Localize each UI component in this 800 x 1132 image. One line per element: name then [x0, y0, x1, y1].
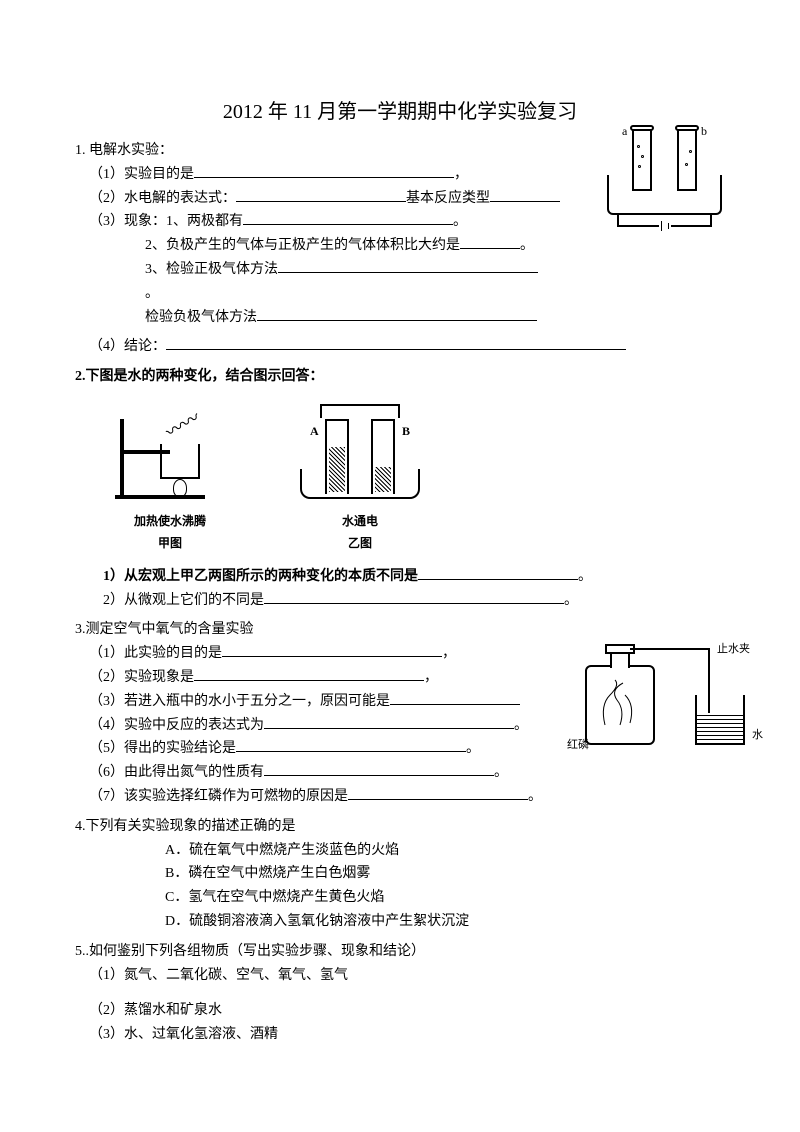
blank[interactable] [236, 751, 466, 752]
q5-l2: （2）蒸馏水和矿泉水 [75, 999, 725, 1023]
q1-line5: 3、检验正极气体方法 [75, 258, 725, 282]
q1-line4: 2、负极产生的气体与正极产生的气体体积比大约是 。 [75, 234, 725, 258]
q4-opt-b[interactable]: B．磷在空气中燃烧产生白色烟雾 [75, 862, 725, 886]
q4-opt-a[interactable]: A．硫在氧气中燃烧产生淡蓝色的火焰 [75, 839, 725, 863]
text: 3、检验正极气体方法 [145, 262, 278, 277]
label-b: B [402, 421, 410, 441]
label-a: A [310, 421, 319, 441]
figure-electrolysis-small: a b [597, 125, 732, 215]
text: （7）该实验选择红磷作为可燃物的原因是 [89, 789, 348, 804]
q2-line1: 1）从宏观上甲乙两图所示的两种变化的本质不同是 。 [75, 565, 725, 589]
blank[interactable] [264, 603, 564, 604]
q2-head: 2.下图是水的两种变化，结合图示回答： [75, 365, 725, 389]
text: ， [442, 646, 456, 661]
q5-head: 5..如何鉴别下列各组物质（写出实验步骤、现象和结论） [75, 940, 725, 964]
blank[interactable] [257, 320, 537, 321]
text: 。 [453, 214, 467, 229]
blank[interactable] [194, 680, 424, 681]
blank[interactable] [222, 656, 442, 657]
page-title: 2012 年 11 月第一学期期中化学实验复习 [75, 95, 725, 129]
caption: 乙图 [285, 533, 435, 553]
blank[interactable] [166, 349, 626, 350]
q1-line7: 检验负极气体方法 [75, 306, 725, 330]
blank[interactable] [264, 728, 514, 729]
text: 2、负极产生的气体与正极产生的气体体积比大约是 [145, 238, 460, 253]
text: （3）若进入瓶中的水小于五分之一，原因可能是 [89, 694, 390, 709]
text: （1）实验目的是 [89, 167, 194, 182]
text: 。 [578, 569, 592, 584]
text: 检验负极气体方法 [145, 310, 257, 325]
text: （6）由此得出氮气的性质有 [89, 765, 264, 780]
blank[interactable] [460, 248, 520, 249]
blank[interactable] [348, 799, 528, 800]
q5-l3: （3）水、过氧化氢溶液、酒精 [75, 1023, 725, 1047]
label-clip: 止水夹 [717, 640, 750, 659]
blank[interactable] [390, 704, 520, 705]
text: 。 [145, 286, 159, 301]
q3-l7: （7）该实验选择红磷作为可燃物的原因是 。 [75, 785, 725, 809]
text: 。 [520, 238, 534, 253]
q4-opt-c[interactable]: C．氢气在空气中燃烧产生黄色火焰 [75, 886, 725, 910]
label-phosphorus: 红磷 [567, 736, 589, 755]
label-a: a [622, 121, 627, 141]
text: （1）此实验的目的是 [89, 646, 222, 661]
text: 。 [564, 593, 578, 608]
blank[interactable] [236, 201, 406, 202]
text: （3）现象：1、两极都有 [89, 214, 243, 229]
text: （2）实验现象是 [89, 670, 194, 685]
q4-opt-d[interactable]: D．硫酸铜溶液滴入氢氧化钠溶液中产生絮状沉淀 [75, 910, 725, 934]
blank[interactable] [194, 177, 454, 178]
q4-head: 4.下列有关实验现象的描述正确的是 [75, 815, 725, 839]
blank[interactable] [490, 201, 560, 202]
q2-line2: 2）从微观上它们的不同是 。 [75, 589, 725, 613]
text: ， [454, 167, 468, 182]
q3-l6: （6）由此得出氮气的性质有 。 [75, 761, 725, 785]
q5-l1: （1）氮气、二氧化碳、空气、氧气、氢气 [75, 964, 725, 988]
text: 。 [528, 789, 542, 804]
caption: 甲图 [105, 533, 235, 553]
blank[interactable] [418, 579, 578, 580]
caption: 加热使水沸腾 [105, 511, 235, 531]
text: 。 [514, 718, 528, 733]
text: 基本反应类型 [406, 191, 490, 206]
q1-line6: 。 [75, 282, 725, 306]
blank[interactable] [278, 272, 538, 273]
text: ， [424, 670, 438, 685]
q1-line8: （4）结论： [75, 335, 725, 359]
text: （5）得出的实验结论是 [89, 741, 236, 756]
text: 。 [494, 765, 508, 780]
caption: 水通电 [285, 511, 435, 531]
q3-head: 3.测定空气中氧气的含量实验 [75, 618, 725, 642]
blank[interactable] [264, 775, 494, 776]
label-water: 水 [752, 726, 763, 745]
text: 。 [466, 741, 480, 756]
text: （2）水电解的表达式： [89, 191, 236, 206]
text: （4）结论： [89, 339, 166, 354]
text: 1）从宏观上甲乙两图所示的两种变化的本质不同是 [103, 569, 418, 584]
figure-boiling: 〰〰 加热使水沸腾 甲图 [105, 399, 235, 554]
blank[interactable] [243, 224, 453, 225]
text: （4）实验中反应的表达式为 [89, 718, 264, 733]
figure-electrolysis-large: A B 水通电 乙图 [285, 399, 435, 554]
label-b: b [701, 121, 707, 141]
text: 2）从微观上它们的不同是 [103, 593, 264, 608]
figure-row: 〰〰 加热使水沸腾 甲图 A B 水通电 乙图 [75, 389, 725, 559]
figure-phosphorus: 止水夹 红磷 水 [575, 640, 745, 760]
